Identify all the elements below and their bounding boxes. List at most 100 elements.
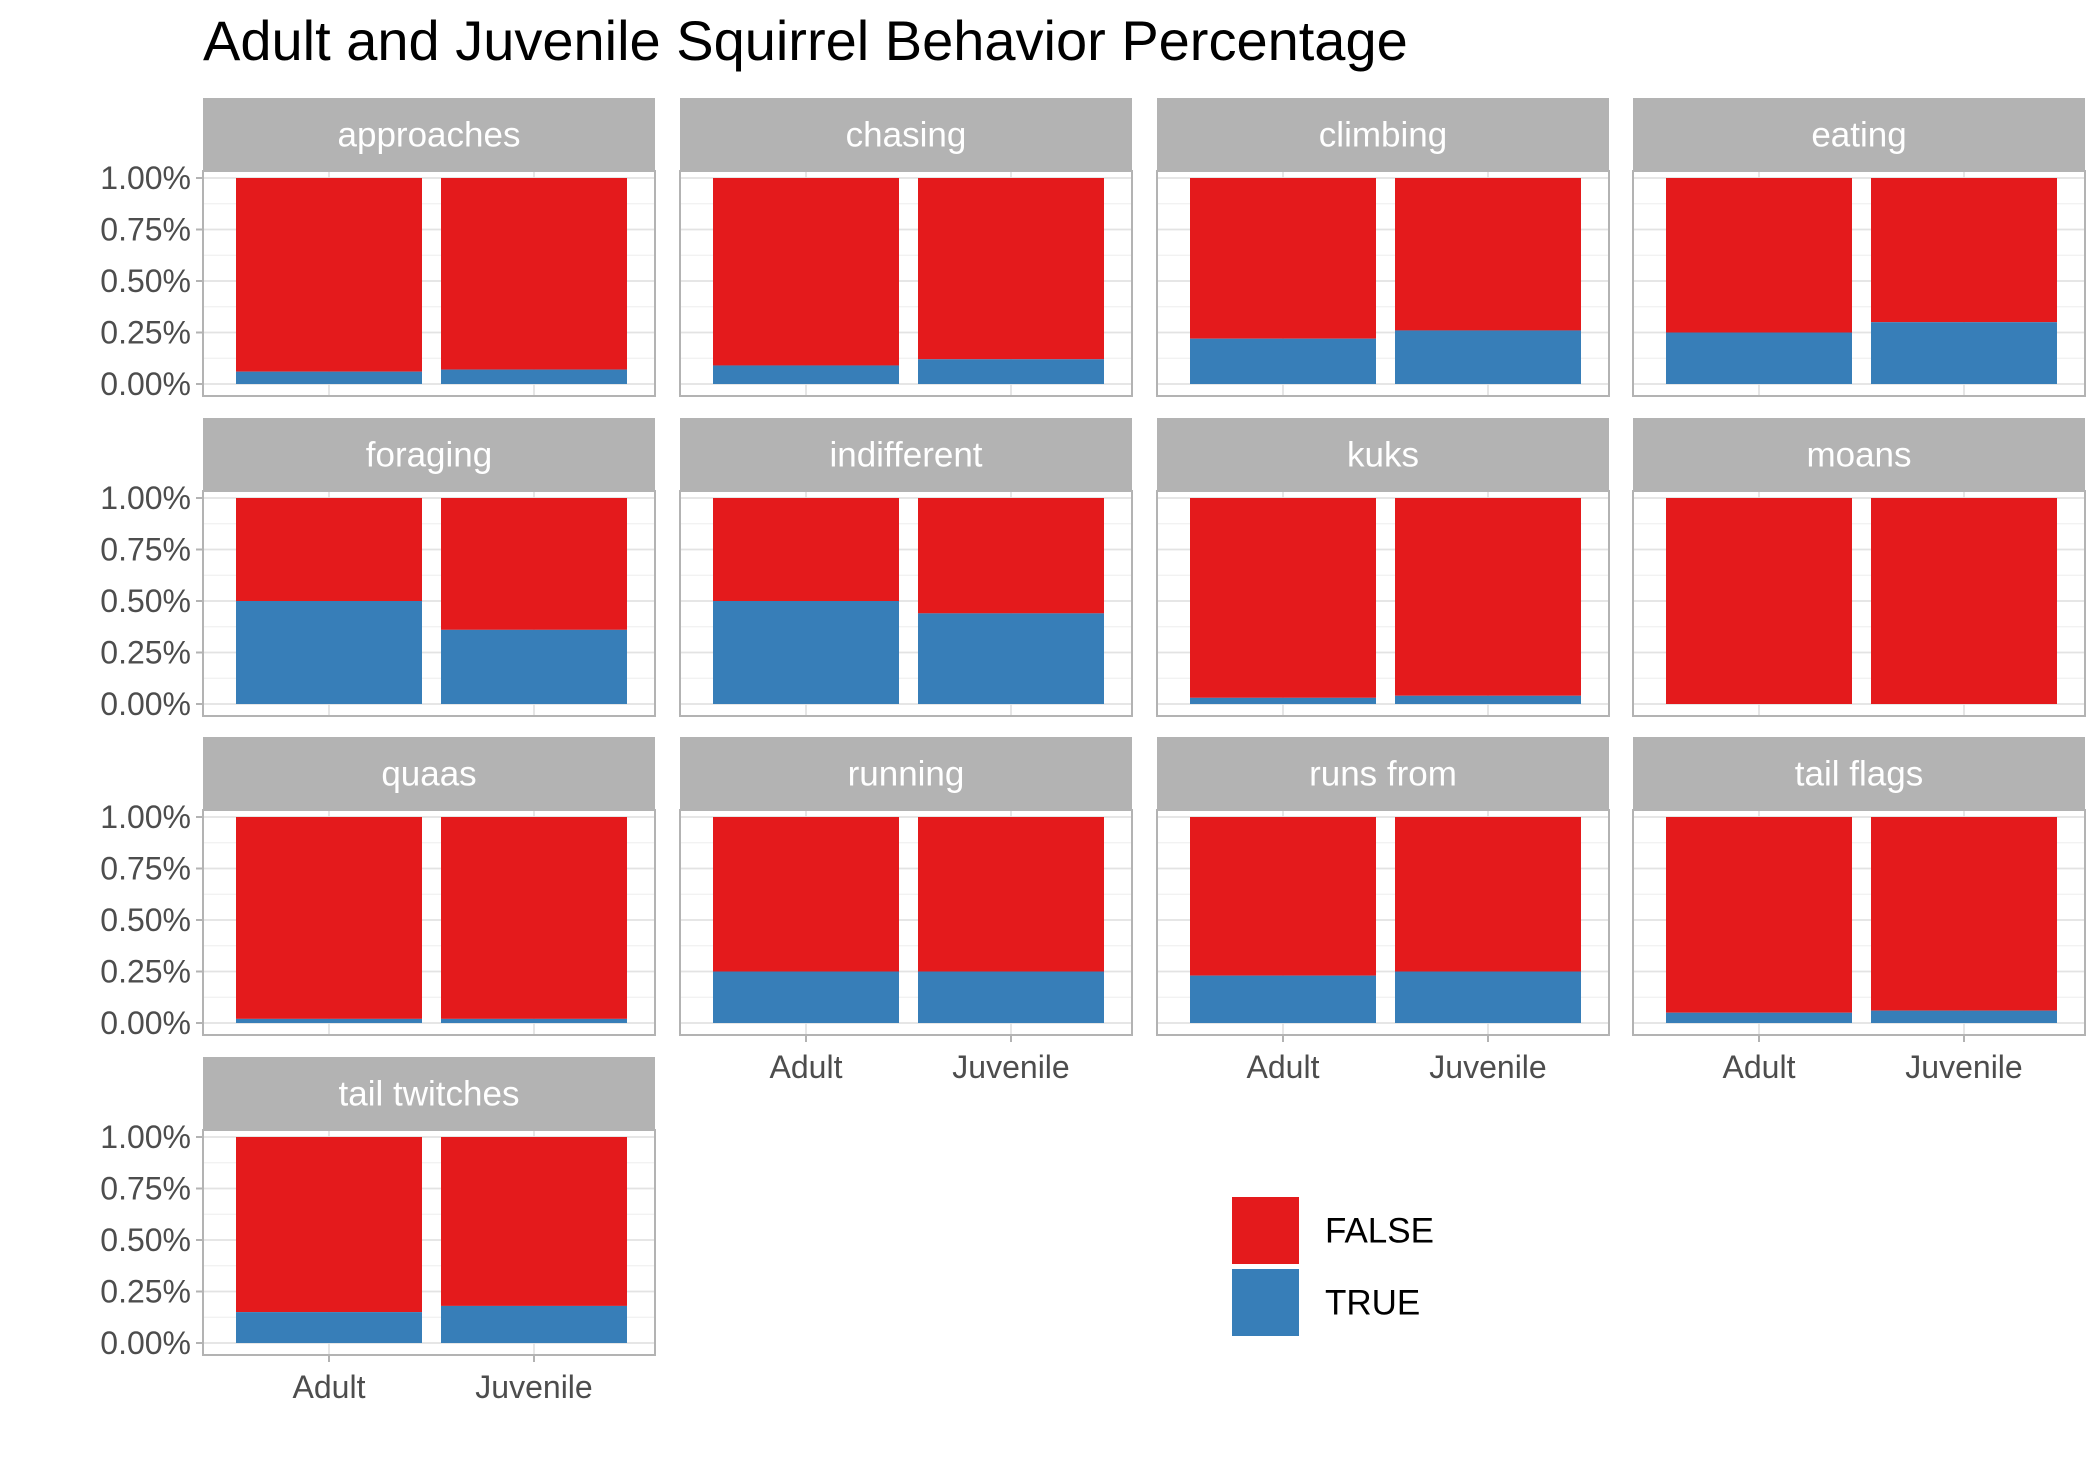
bar-false-adult <box>1190 178 1376 339</box>
y-tick-label: 0.75% <box>100 1171 191 1207</box>
legend-label: FALSE <box>1325 1212 1434 1251</box>
y-tick-label: 0.00% <box>100 1325 191 1361</box>
facet-strip <box>680 418 1132 491</box>
y-tick-label: 0.50% <box>100 902 191 938</box>
bar-false-adult <box>236 178 422 372</box>
facet-label: indifferent <box>829 436 982 475</box>
bar-false-juvenile <box>441 498 627 630</box>
facet-label: kuks <box>1347 436 1419 475</box>
bar-false-juvenile <box>441 817 627 1019</box>
y-tick-label: 1.00% <box>100 160 191 196</box>
bar-true-juvenile <box>1395 971 1581 1023</box>
panel-border <box>679 809 1133 1036</box>
facet-label: running <box>848 755 965 794</box>
bar-false-adult <box>1190 498 1376 698</box>
bar-false-juvenile <box>1395 498 1581 696</box>
facet-label: approaches <box>338 116 521 155</box>
facet-foraging: foraging 0.00% 0.25% 0.50% 0.75% 1.00% <box>100 418 656 722</box>
bar-true-juvenile <box>441 629 627 704</box>
y-tick-label: 0.00% <box>100 366 191 402</box>
x-tick-label: Adult <box>293 1369 366 1405</box>
panel-border <box>202 170 656 397</box>
y-tick-label: 0.25% <box>100 1274 191 1310</box>
facet-label: tail twitches <box>339 1075 520 1114</box>
bar-true-adult <box>1666 332 1852 384</box>
bar-false-juvenile <box>1395 817 1581 972</box>
bar-false-adult <box>236 817 422 1019</box>
facet-running: running Adult Juvenile <box>679 737 1133 1085</box>
bar-true-adult <box>713 601 899 704</box>
panel-border <box>679 170 1133 397</box>
bar-true-adult <box>1190 338 1376 384</box>
facet-label: eating <box>1811 116 1906 155</box>
chart-title: Adult and Juvenile Squirrel Behavior Per… <box>203 9 1408 72</box>
bar-false-adult <box>236 498 422 601</box>
bar-false-adult <box>1666 817 1852 1013</box>
facet-indifferent: indifferent <box>679 418 1133 717</box>
x-tick-label: Adult <box>1247 1049 1320 1085</box>
legend: FALSE TRUE <box>1232 1197 1434 1336</box>
bar-true-juvenile <box>1395 695 1581 704</box>
facet-strip <box>1157 418 1609 491</box>
legend-key <box>1232 1269 1299 1336</box>
y-tick-label: 0.00% <box>100 686 191 722</box>
y-tick-label: 1.00% <box>100 1119 191 1155</box>
x-tick-label: Juvenile <box>1429 1049 1546 1085</box>
bar-false-adult <box>713 178 899 366</box>
bar-false-juvenile <box>441 178 627 370</box>
bar-false-juvenile <box>1395 178 1581 331</box>
y-tick-label: 0.75% <box>100 851 191 887</box>
panel-border <box>679 490 1133 717</box>
bar-true-juvenile <box>1395 330 1581 384</box>
bar-false-juvenile <box>441 1137 627 1306</box>
panel-border <box>202 490 656 717</box>
bar-false-adult <box>713 498 899 601</box>
facet-approaches: approaches 0.00% 0.25% 0.50% 0.75% 1.00% <box>100 98 656 402</box>
y-tick-label: 0.50% <box>100 263 191 299</box>
bar-false-adult <box>1666 498 1852 704</box>
facet-tail-twitches: tail twitches 0.00% 0.25% 0.50% 0.75% 1.00% Ad… <box>100 1057 656 1405</box>
bar-true-adult <box>1190 975 1376 1023</box>
facet-strip <box>203 418 655 491</box>
facet-strip <box>203 98 655 171</box>
facet-chasing: chasing <box>679 98 1133 397</box>
bar-true-adult <box>713 365 899 384</box>
facet-strip <box>1633 418 2085 491</box>
panel-border <box>1156 490 1610 717</box>
y-tick-label: 0.50% <box>100 1222 191 1258</box>
facet-label: climbing <box>1319 116 1447 155</box>
y-tick-label: 0.25% <box>100 954 191 990</box>
facet-label: moans <box>1806 436 1911 475</box>
facet-climbing: climbing <box>1156 98 1610 397</box>
panel-border <box>1632 809 2086 1036</box>
bar-false-adult <box>236 1137 422 1313</box>
facet-tail-flags: tail flags Adult Juvenile <box>1632 737 2086 1085</box>
bar-true-juvenile <box>918 613 1104 704</box>
bar-true-juvenile <box>1871 1010 2057 1023</box>
facet-strip <box>1157 98 1609 171</box>
bar-true-adult <box>236 601 422 704</box>
bar-true-adult <box>236 1018 422 1023</box>
facet-moans: moans <box>1632 418 2086 717</box>
y-tick-label: 0.75% <box>100 212 191 248</box>
bar-true-juvenile <box>918 359 1104 384</box>
bar-true-juvenile <box>441 369 627 384</box>
facet-strip <box>680 737 1132 810</box>
bar-false-juvenile <box>1871 178 2057 323</box>
bar-false-juvenile <box>1871 817 2057 1011</box>
bar-true-adult <box>236 1312 422 1343</box>
panel-border <box>1632 490 2086 717</box>
bar-false-juvenile <box>918 817 1104 972</box>
facet-label: quaas <box>381 755 476 794</box>
bar-false-adult <box>713 817 899 972</box>
bar-true-adult <box>1666 1012 1852 1023</box>
bar-true-juvenile <box>441 1018 627 1023</box>
y-tick-label: 0.75% <box>100 532 191 568</box>
bar-false-juvenile <box>918 178 1104 360</box>
facet-label: foraging <box>366 436 492 475</box>
y-tick-label: 0.25% <box>100 635 191 671</box>
facet-eating: eating <box>1632 98 2086 397</box>
legend-label: TRUE <box>1325 1284 1420 1323</box>
bar-true-juvenile <box>1871 322 2057 384</box>
